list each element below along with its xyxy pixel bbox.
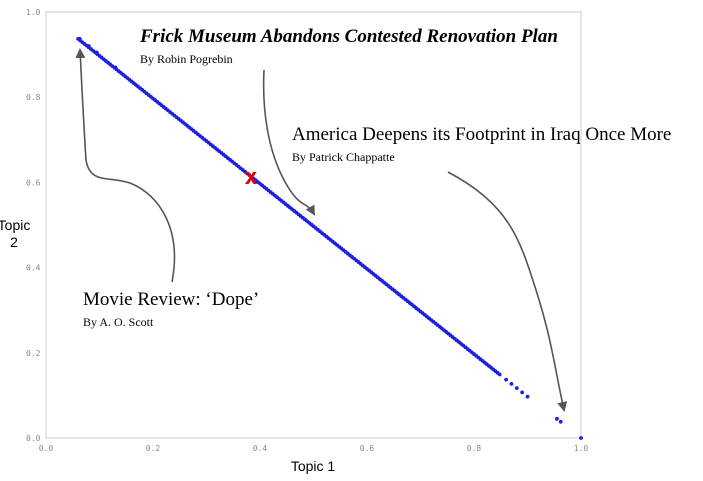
data-point xyxy=(555,416,559,421)
annotation-title: Frick Museum Abandons Contested Renovati… xyxy=(139,26,558,47)
y-tick-label: 0.6 xyxy=(26,178,41,187)
y-axis-label: Topic 2 xyxy=(0,217,30,250)
x-tick-label: 0.8 xyxy=(467,444,482,453)
data-point xyxy=(497,372,502,377)
y-tick-label: 0.0 xyxy=(26,434,41,443)
x-axis-label: Topic 1 xyxy=(291,458,336,474)
arrow-dope xyxy=(75,48,176,283)
data-point xyxy=(579,436,583,440)
arrow-iraq xyxy=(447,171,568,412)
annotation-byline: By Patrick Chappatte xyxy=(292,150,395,164)
data-point xyxy=(504,377,508,382)
annotation-iraq: America Deepens its Footprint in Iraq On… xyxy=(292,124,671,164)
data-point xyxy=(94,50,99,55)
y-tick-label: 1.0 xyxy=(26,8,41,17)
x-tick-labels: 0.0 0.2 0.4 0.6 0.8 1.0 xyxy=(39,444,589,453)
y-tick-label: 0.4 xyxy=(26,264,41,273)
x-tick-label: 1.0 xyxy=(574,444,589,453)
y-tick-label: 0.8 xyxy=(26,93,41,102)
annotation-dope: Movie Review: ‘Dope’ By A. O. Scott xyxy=(83,289,259,329)
annotation-byline: By Robin Pogrebin xyxy=(140,52,233,66)
y-axis-label-line-1: Topic xyxy=(0,217,30,233)
plot-frame xyxy=(45,11,582,439)
annotation-byline: By A. O. Scott xyxy=(83,315,154,329)
annotation-title: Movie Review: ‘Dope’ xyxy=(83,289,259,310)
data-point xyxy=(514,386,519,391)
marked-point: x xyxy=(244,165,257,190)
x-tick-label: 0.6 xyxy=(360,444,375,453)
annotation-title: America Deepens its Footprint in Iraq On… xyxy=(292,124,671,145)
data-point xyxy=(558,419,563,424)
y-axis-label-line-2: 2 xyxy=(10,234,18,250)
annotation-frick: Frick Museum Abandons Contested Renovati… xyxy=(139,26,558,66)
y-tick-label: 0.2 xyxy=(26,349,41,358)
data-points xyxy=(76,36,583,440)
y-tick-labels: 0.0 0.2 0.4 0.6 0.8 1.0 xyxy=(26,8,41,443)
data-point xyxy=(113,65,118,70)
data-point xyxy=(77,36,82,41)
data-point xyxy=(525,394,530,399)
data-point xyxy=(86,44,91,48)
x-tick-label: 0.2 xyxy=(146,444,161,453)
x-tick-label: 0.0 xyxy=(39,444,54,453)
arrow-frick xyxy=(262,69,315,216)
data-point xyxy=(520,390,525,395)
x-tick-label: 0.4 xyxy=(253,444,268,453)
data-point xyxy=(509,382,514,386)
